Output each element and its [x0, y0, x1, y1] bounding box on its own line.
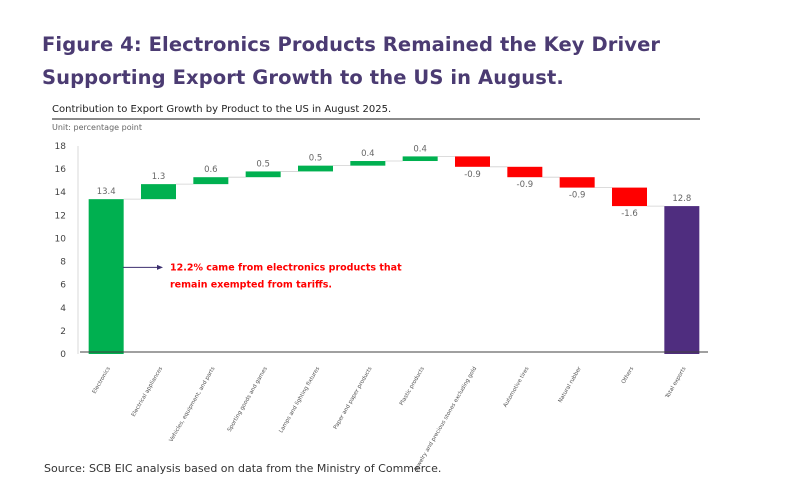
y-tick-label: 14	[55, 188, 67, 198]
x-tick-label: Automotive tires	[503, 366, 531, 409]
chart-title: Contribution to Export Growth by Product…	[52, 104, 392, 115]
data-label: -0.9	[517, 180, 534, 190]
x-tick-label: Total exports	[664, 366, 687, 401]
data-label: -1.6	[621, 209, 638, 219]
data-label: 0.5	[256, 159, 270, 169]
y-tick-label: 16	[55, 165, 67, 175]
x-tick-label: Sporting goods and games	[227, 366, 269, 433]
data-label: 0.5	[309, 154, 323, 164]
x-tick-label: Plastic products	[399, 366, 426, 407]
x-tick-label: Vehicles, equipment, and parts	[169, 366, 217, 443]
bar	[559, 177, 595, 188]
y-tick-label: 10	[55, 234, 67, 244]
y-tick-label: 6	[60, 281, 66, 291]
arrow-head-icon	[157, 264, 163, 270]
bar	[193, 177, 229, 185]
data-label: 12.8	[672, 194, 691, 204]
bars	[88, 156, 700, 354]
bar	[350, 161, 386, 166]
bar	[612, 187, 647, 207]
y-tick-label: 18	[55, 142, 67, 152]
source-note: Source: SCB EIC analysis based on data f…	[44, 462, 442, 475]
data-label: 0.6	[204, 165, 218, 175]
unit-label: Unit: percentage point	[52, 123, 143, 132]
y-tick-label: 12	[55, 211, 66, 221]
y-tick-label: 2	[60, 327, 66, 337]
bar	[88, 199, 124, 354]
x-tick-label: Others	[621, 366, 636, 385]
data-label: 13.4	[97, 187, 116, 197]
x-tick-label: Jewelry and precious stones excluding go…	[413, 366, 478, 473]
data-label: -0.9	[569, 191, 586, 201]
bar	[141, 184, 176, 200]
annotation: 12.2% came from electronics products tha…	[123, 262, 402, 290]
annotation-text: remain exempted from tariffs.	[170, 279, 332, 290]
data-labels: 13.4 1.3 0.6 0.5 0.5 0.4 0.4 -0.9 -0.9 -0.9 -1.6 12…	[97, 144, 692, 219]
x-tick-label: Lamps and lighting fixtures	[278, 366, 321, 434]
data-label: 0.4	[413, 144, 427, 154]
figure-title: Figure 4: Electronics Products Remained …	[42, 33, 661, 89]
y-tick-label: 0	[60, 350, 66, 360]
data-label: -0.9	[464, 170, 481, 180]
y-tick-label: 8	[60, 258, 66, 268]
x-axis: Electronics Electrical appliances Vehicles…	[80, 351, 708, 473]
x-tick-label: Electrical appliances	[131, 366, 165, 418]
title-divider	[52, 118, 700, 120]
y-axis: 0 2 4 6 8 10 12 14 16 18	[55, 142, 79, 360]
bar	[507, 166, 543, 178]
bar	[455, 156, 490, 167]
bar	[245, 171, 281, 178]
x-tick-label: Natural rubber	[557, 365, 583, 404]
connector-lines	[123, 155, 665, 207]
bar	[664, 206, 700, 354]
annotation-text: 12.2% came from electronics products tha…	[170, 262, 402, 273]
x-tick-label: Electronics	[92, 366, 112, 395]
y-tick-label: 4	[60, 304, 66, 314]
data-label: 1.3	[152, 172, 166, 182]
x-tick-label: Paper and paper products	[333, 366, 374, 431]
bar	[402, 156, 438, 162]
bar	[298, 165, 333, 172]
data-label: 0.4	[361, 149, 375, 159]
